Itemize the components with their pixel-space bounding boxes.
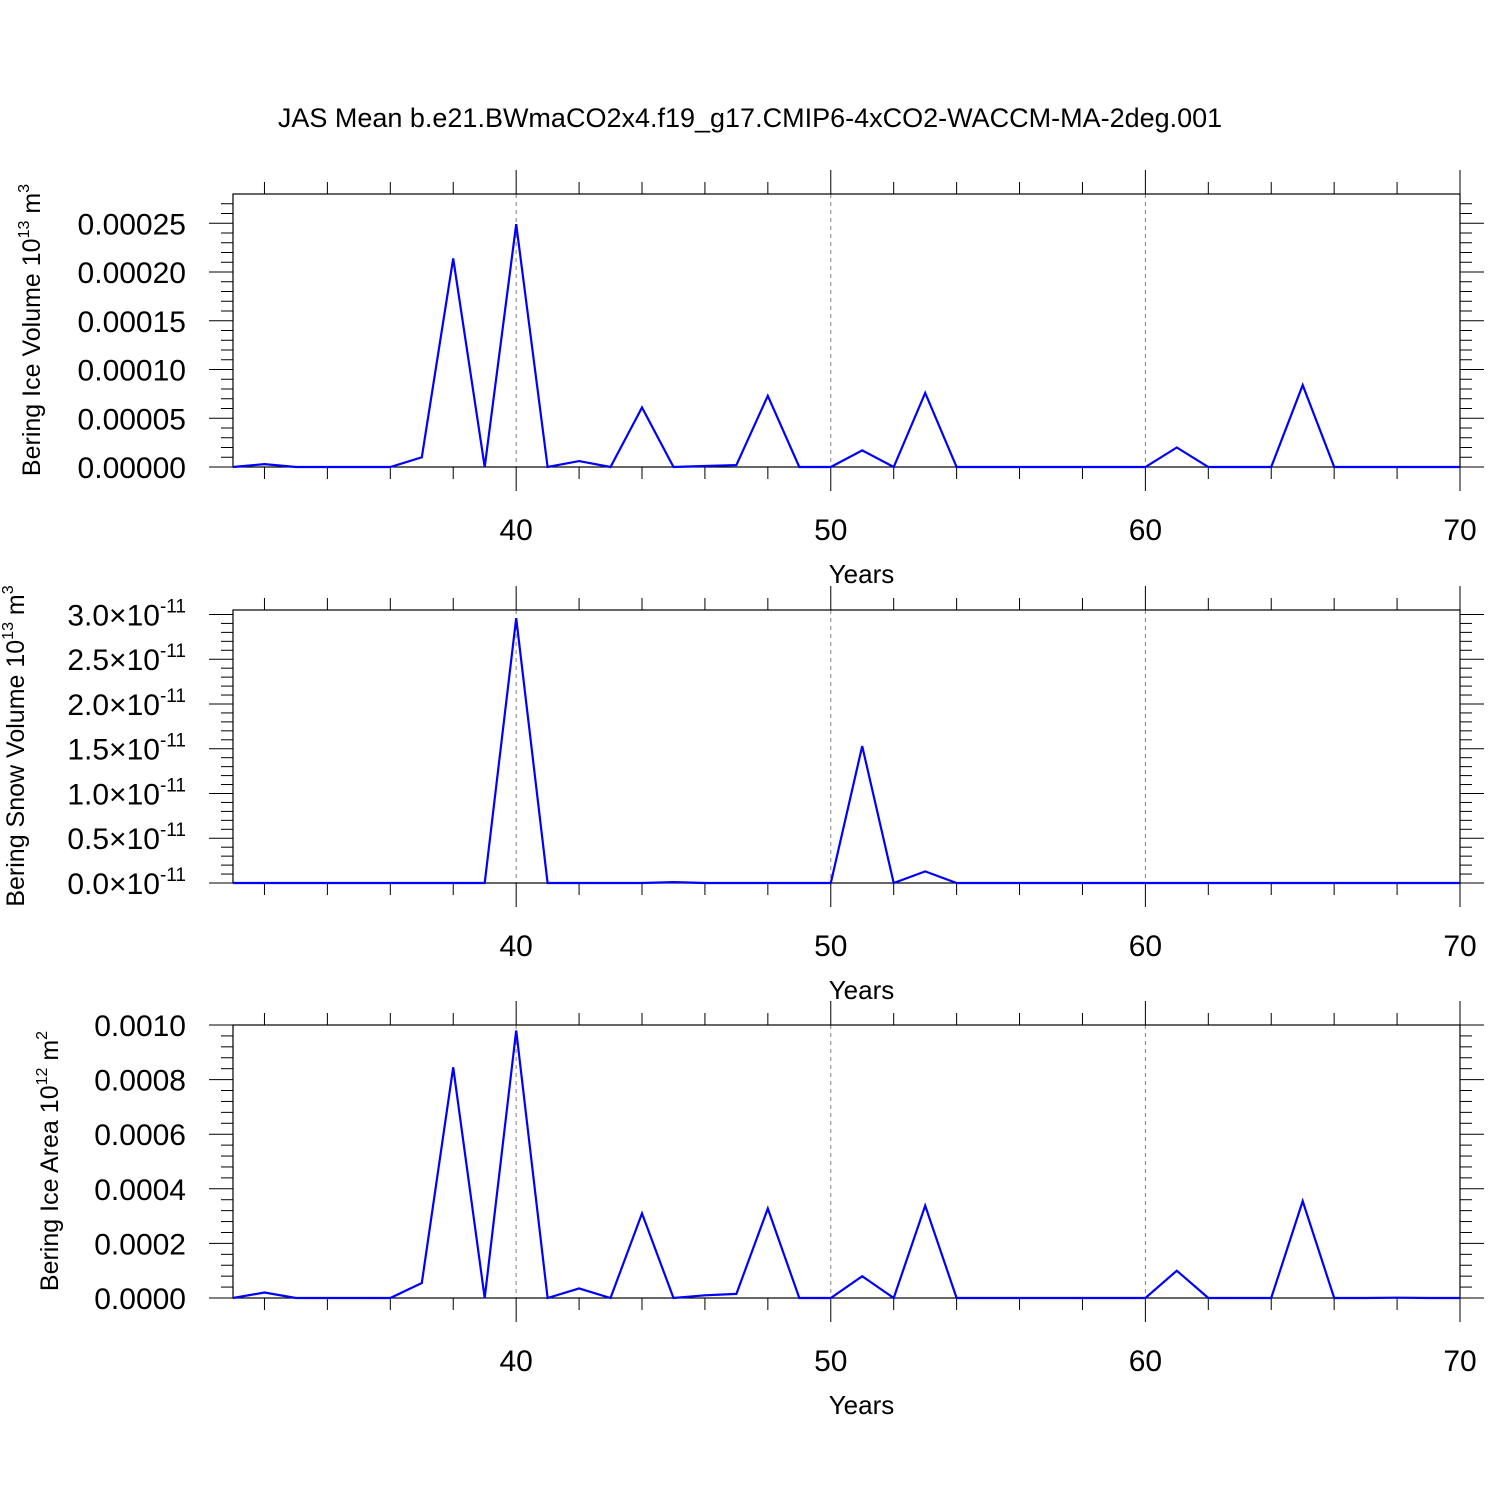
series-line (232, 1030, 1460, 1300)
x-tick-label: 60 (1129, 1345, 1162, 1378)
y-tick-label: 1.5×10-11 (67, 731, 186, 767)
y-tick-label: 0.0000 (94, 1283, 186, 1316)
x-tick-label: 70 (1443, 514, 1476, 547)
y-tick-label: 0.0×10-11 (67, 865, 186, 901)
y-tick-label: 0.0004 (94, 1174, 186, 1207)
series-line (233, 617, 1460, 885)
chart-panel-2: 40 50 60 70 Years 0.0×10-11 0.5×10-11 1.0×10-11… (0, 585, 1484, 1005)
y-tick-label: 0.00000 (78, 452, 186, 485)
y-tick-label: 0.00010 (78, 355, 186, 388)
series-line (232, 224, 1460, 469)
y-axis-label: Bering Snow Volume 1013 m3 (0, 585, 30, 906)
plot-frame (232, 609, 1461, 884)
y-tick-label: 0.0002 (94, 1228, 186, 1261)
x-axis-label: Years (829, 975, 895, 1005)
y-tick-label: 2.5×10-11 (67, 641, 186, 677)
chart-panel-3: 40 50 60 70 Years 0.0000 0.0002 0.0004 0.0006 0.0… (34, 1001, 1484, 1420)
y-tick-label: 2.0×10-11 (67, 686, 186, 722)
x-tick-label: 70 (1443, 1345, 1476, 1378)
plot-frame (232, 193, 1461, 468)
x-tick-label: 70 (1443, 930, 1476, 963)
y-tick-label: 0.0010 (94, 1010, 186, 1043)
y-tick-label: 0.00015 (78, 306, 186, 339)
y-axis-label: Bering Ice Area 1012 m2 (34, 1031, 64, 1291)
y-tick-label: 0.00025 (78, 208, 186, 241)
chart-title: JAS Mean b.e21.BWmaCO2x4.f19_g17.CMIP6-4… (277, 103, 1223, 133)
x-tick-label: 50 (814, 930, 847, 963)
y-tick-label: 3.0×10-11 (67, 596, 186, 632)
x-tick-label: 40 (499, 1345, 532, 1378)
x-axis-label: Years (829, 1390, 895, 1420)
x-tick-label: 50 (814, 1345, 847, 1378)
chart-panel-1: 40 50 60 70 Years 0.00000 0.00005 0.00010 0.0001… (16, 170, 1484, 589)
y-tick-label: 0.0006 (94, 1119, 186, 1152)
x-tick-label: 40 (499, 514, 532, 547)
y-axis-label: Bering Ice Volume 1013 m3 (16, 184, 46, 476)
y-tick-label: 0.00020 (78, 257, 186, 290)
y-tick-label: 0.00005 (78, 403, 186, 436)
x-tick-label: 50 (814, 514, 847, 547)
x-tick-label: 60 (1129, 930, 1162, 963)
y-tick-label: 1.0×10-11 (67, 775, 186, 811)
x-axis-label: Years (829, 559, 895, 589)
y-tick-label: 0.5×10-11 (67, 820, 186, 856)
plot-frame (232, 1024, 1461, 1299)
y-tick-label: 0.0008 (94, 1065, 186, 1098)
x-tick-label: 60 (1129, 514, 1162, 547)
x-tick-label: 40 (499, 930, 532, 963)
